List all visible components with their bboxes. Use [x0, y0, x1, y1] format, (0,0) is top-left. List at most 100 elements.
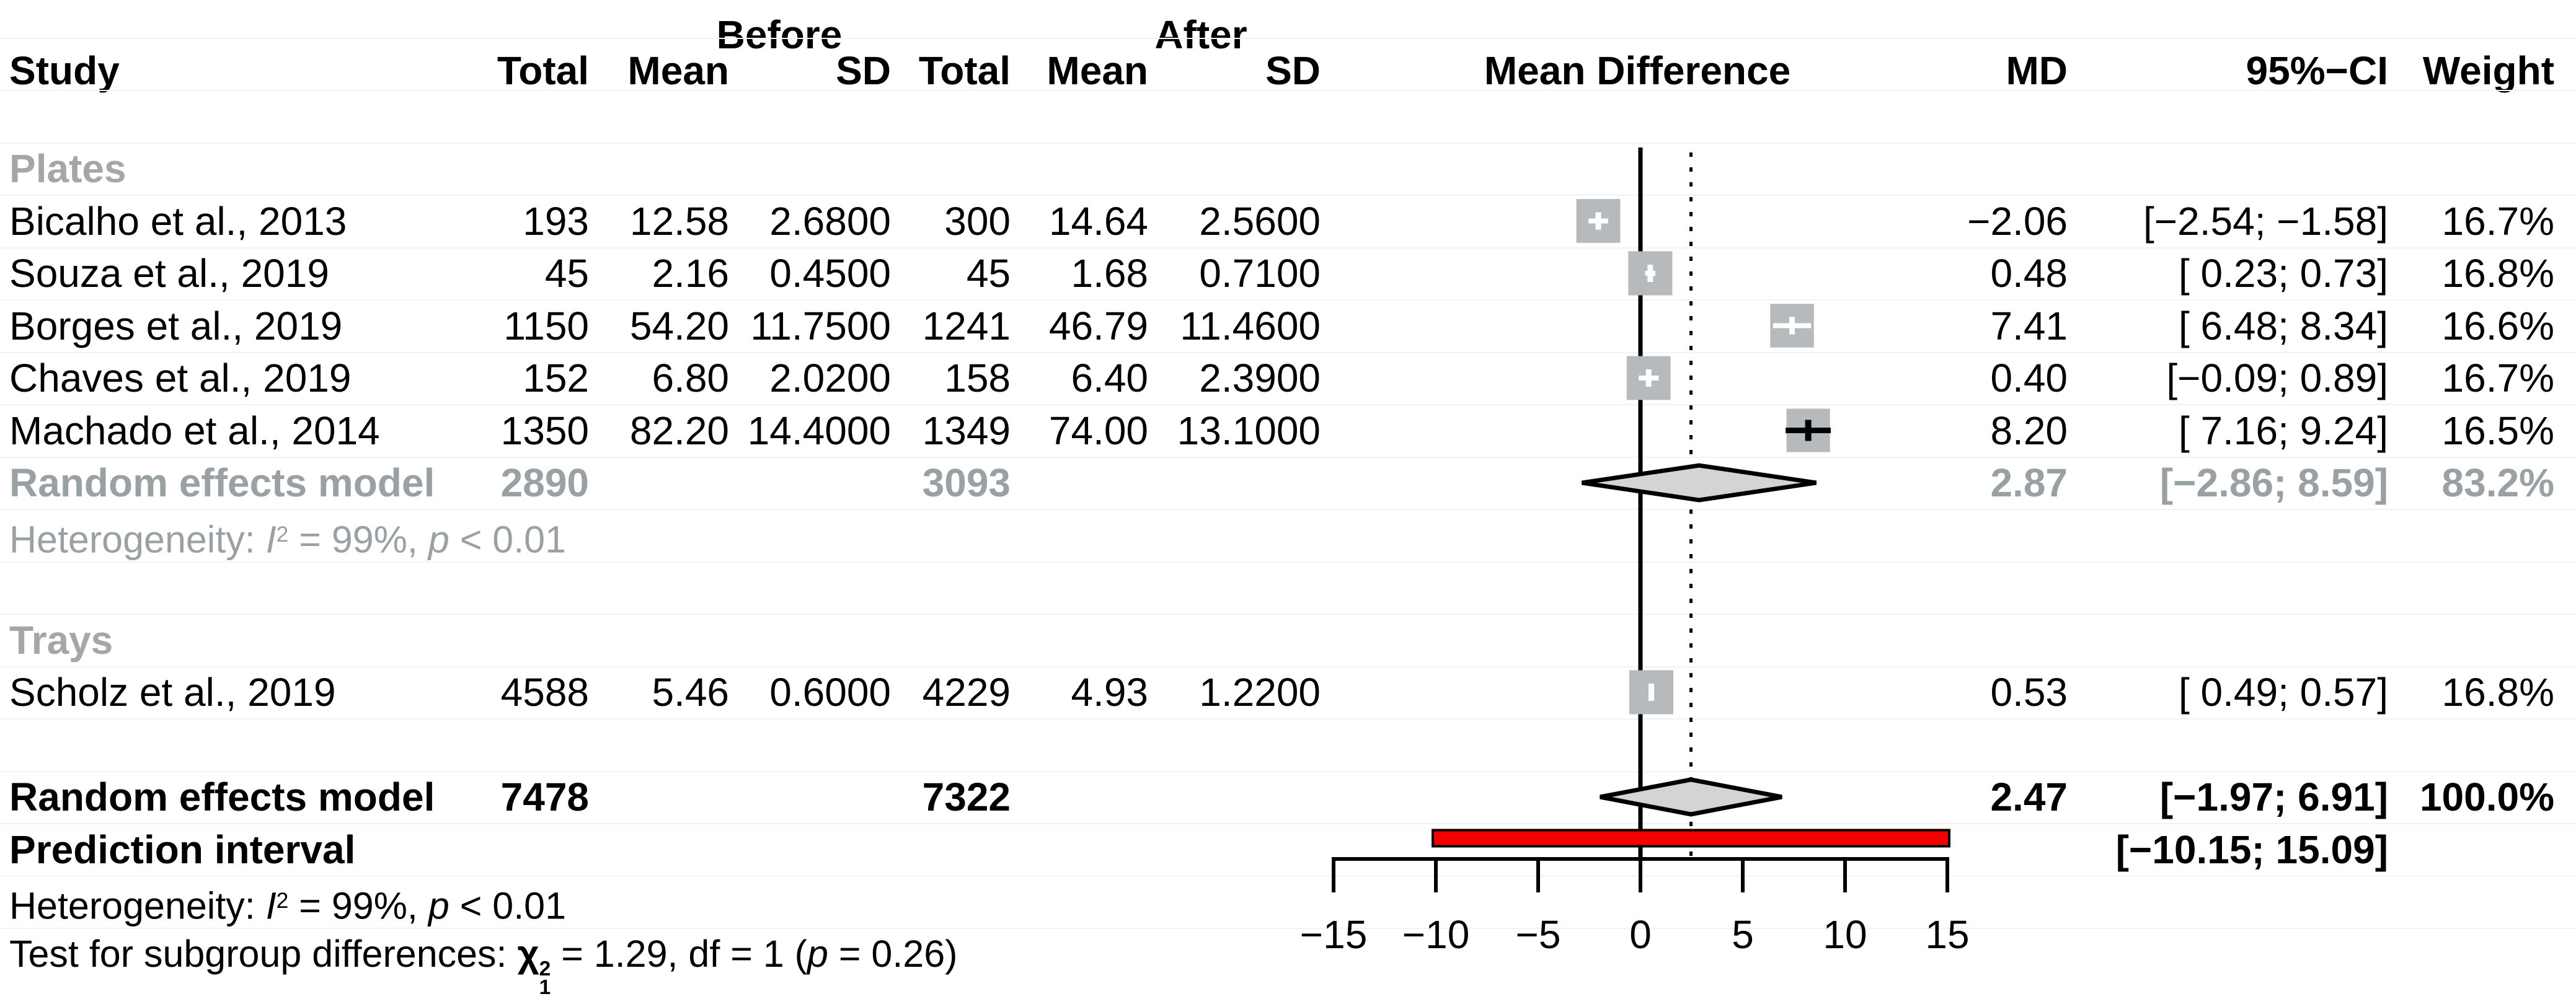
grid-hint-line — [0, 195, 2576, 196]
header-after: After — [1154, 12, 1247, 57]
grid-hint-line — [0, 509, 2576, 511]
grid-hint-line — [0, 456, 2576, 458]
md-value: 8.20 — [1990, 408, 2068, 453]
x-axis-tick-label: −15 — [1300, 912, 1368, 957]
pooled-estimate-diamond — [1582, 463, 1817, 503]
header-md: MD — [2006, 48, 2068, 93]
mean-before: 5.46 — [652, 670, 729, 715]
mean-before: 12.58 — [629, 198, 729, 244]
total-after: 158 — [944, 356, 1011, 400]
subtotal-total-before: 2890 — [500, 460, 589, 505]
grid-hint-line — [0, 404, 2576, 406]
weight-value: 16.5% — [2441, 408, 2554, 453]
total-after: 45 — [966, 251, 1011, 296]
header-sd-after: SD — [1265, 48, 1321, 93]
sd-after: 11.4600 — [1180, 303, 1321, 348]
header-ci: 95%−CI — [2246, 48, 2388, 93]
overall-ci: [−1.97; 6.91] — [2159, 775, 2388, 819]
x-axis-tick-label: 10 — [1823, 912, 1867, 957]
ci-value: [ 0.23; 0.73] — [2178, 251, 2388, 296]
total-before: 4588 — [500, 670, 589, 715]
subtotal-total-after: 3093 — [922, 460, 1011, 505]
study-name: Scholz et al., 2019 — [9, 670, 336, 715]
ci-value: [ 7.16; 9.24] — [2178, 408, 2388, 453]
grid-hint-line — [0, 247, 2576, 249]
overall-total-before: 7478 — [500, 775, 589, 819]
pooled-estimate-diamond — [1600, 777, 1782, 817]
sd-before: 0.6000 — [769, 670, 891, 715]
mean-after: 46.79 — [1048, 303, 1148, 348]
grid-hint-line — [0, 666, 2576, 667]
grid-hint-line — [0, 614, 2576, 615]
total-after: 1241 — [922, 303, 1011, 348]
prediction-ci: [−10.15; 15.09] — [2115, 827, 2388, 872]
ci-value: [ 0.49; 0.57] — [2178, 670, 2388, 715]
overall-label: Random effects model — [9, 775, 435, 819]
weight-value: 16.7% — [2441, 198, 2554, 244]
grid-hint-line — [0, 823, 2576, 825]
ci-value: [−0.09; 0.89] — [2166, 356, 2388, 400]
md-value: −2.06 — [1967, 198, 2068, 244]
study-name: Borges et al., 2019 — [9, 303, 343, 348]
total-after: 300 — [944, 198, 1011, 244]
weight-value: 16.8% — [2441, 670, 2554, 715]
subtotal-ci: [−2.86; 8.59] — [2159, 460, 2388, 505]
group-label: Plates — [9, 146, 126, 191]
x-axis-tick-label: 0 — [1629, 912, 1652, 957]
sd-before: 2.0200 — [769, 356, 891, 400]
weight-value: 16.6% — [2441, 303, 2554, 348]
total-before: 1150 — [503, 303, 589, 348]
header-mean-after: Mean — [1047, 48, 1148, 93]
header-total-after: Total — [918, 48, 1011, 93]
grid-hint-line — [0, 561, 2576, 563]
total-after: 4229 — [922, 670, 1011, 715]
prediction-label: Prediction interval — [9, 827, 356, 872]
grid-hint-line — [0, 90, 2576, 92]
sd-before: 2.6800 — [769, 198, 891, 244]
md-value: 7.41 — [1990, 303, 2068, 348]
sd-after: 13.1000 — [1177, 408, 1321, 453]
study-name: Chaves et al., 2019 — [9, 356, 352, 400]
total-before: 152 — [523, 356, 589, 400]
subtotal-label: Random effects model — [9, 460, 435, 505]
ci-value: [−2.54; −1.58] — [2143, 198, 2388, 244]
mean-after: 1.68 — [1071, 251, 1148, 296]
header-study: Study — [9, 48, 120, 93]
header-mean-difference: Mean Difference — [1484, 48, 1791, 93]
mean-before: 6.80 — [652, 356, 729, 400]
mean-before: 2.16 — [652, 251, 729, 296]
mean-before: 82.20 — [629, 408, 729, 453]
grid-hint-line — [0, 142, 2576, 144]
heterogeneity-note: Heterogeneity: I2 = 99%, p < 0.01 — [9, 884, 567, 927]
mean-before: 54.20 — [629, 303, 729, 348]
header-before: Before — [716, 12, 843, 57]
weight-value: 16.8% — [2441, 251, 2554, 296]
x-axis-tick-label: −10 — [1402, 912, 1470, 957]
x-axis-tick-label: 15 — [1925, 912, 1969, 957]
grid-hint-line — [0, 37, 2576, 39]
subtotal-weight: 83.2% — [2441, 460, 2554, 505]
prediction-interval-bar — [1432, 829, 1950, 848]
grid-hint-line — [0, 299, 2576, 301]
header-sd-before: SD — [836, 48, 891, 93]
group-label: Trays — [9, 617, 113, 662]
mean-after: 4.93 — [1071, 670, 1148, 715]
overall-total-after: 7322 — [922, 775, 1011, 819]
total-before: 45 — [544, 251, 589, 296]
grid-hint-line — [0, 718, 2576, 720]
md-value: 0.48 — [1990, 251, 2068, 296]
grid-hint-line — [0, 770, 2576, 772]
mean-after: 14.64 — [1048, 198, 1148, 244]
mean-after: 74.00 — [1048, 408, 1148, 453]
md-value: 0.40 — [1990, 356, 2068, 400]
sd-after: 2.5600 — [1199, 198, 1321, 244]
study-name: Souza et al., 2019 — [9, 251, 329, 296]
study-name: Bicalho et al., 2013 — [9, 198, 347, 244]
header-weight: Weight — [2422, 48, 2554, 93]
x-axis-tick-label: −5 — [1516, 912, 1561, 957]
sd-after: 0.7100 — [1199, 251, 1321, 296]
mean-after: 6.40 — [1071, 356, 1148, 400]
header-total-before: Total — [497, 48, 589, 93]
sd-after: 2.3900 — [1199, 356, 1321, 400]
